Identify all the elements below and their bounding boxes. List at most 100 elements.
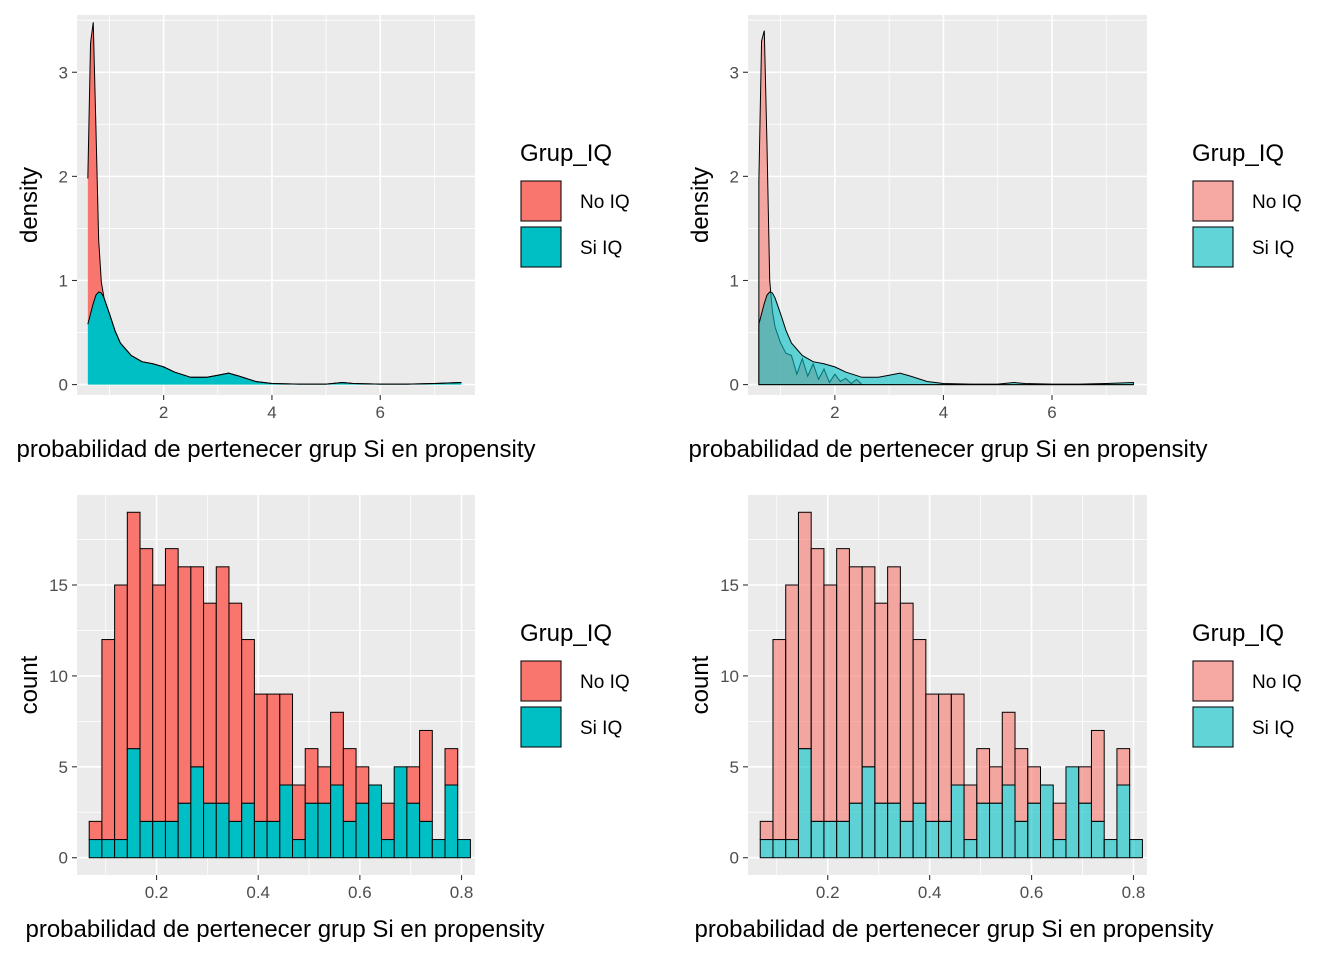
legend-swatch-no-iq <box>520 660 562 702</box>
bar-si-iq <box>431 839 446 859</box>
bar-no-iq <box>139 548 154 822</box>
legend-title: Grup_IQ <box>520 140 612 167</box>
bar-si-iq <box>759 839 774 859</box>
bar-no-iq <box>950 693 965 786</box>
bar-si-iq <box>1039 784 1054 859</box>
bar-no-iq <box>836 548 850 822</box>
bar-no-iq <box>963 784 978 841</box>
panel-background <box>748 15 1147 395</box>
bar-si-iq <box>139 820 154 859</box>
bar-no-iq <box>266 693 281 822</box>
bar-no-iq <box>317 766 332 804</box>
plot-1: 2 4 6 0 1 2 3 probabilidad de pertenecer grup S… <box>16 15 630 463</box>
bar-si-iq <box>848 802 863 859</box>
bar-si-iq <box>266 820 281 859</box>
y-tick-label: 1 <box>59 271 68 290</box>
legend-label: Si IQ <box>580 718 622 739</box>
legend: Grup_IQ No IQ Si IQ <box>1192 620 1302 748</box>
x-tick-label: 2 <box>830 403 839 422</box>
legend-swatch-si-iq <box>520 226 562 268</box>
bar-no-iq <box>797 511 812 750</box>
legend-swatch-no-iq <box>520 180 562 222</box>
bar-si-iq <box>938 820 952 859</box>
x-tick-label: 0.6 <box>348 883 372 902</box>
bar-si-iq <box>976 802 991 859</box>
y-tick-label: 0 <box>730 376 739 395</box>
x-tick-label: 4 <box>267 403 276 422</box>
bar-no-iq <box>810 548 825 822</box>
bar-no-iq <box>253 693 268 822</box>
bar-si-iq <box>304 802 319 859</box>
bar-si-iq <box>177 802 192 859</box>
legend-title: Grup_IQ <box>520 620 612 647</box>
legend-label: Si IQ <box>1252 718 1294 739</box>
bar-si-iq <box>1078 802 1092 859</box>
y-tick-label: 2 <box>59 167 68 186</box>
bar-si-iq <box>861 766 876 859</box>
bar-si-iq <box>241 802 255 859</box>
bar-si-iq <box>152 820 166 859</box>
bar-no-iq <box>330 711 344 786</box>
bar-si-iq <box>114 839 128 859</box>
legend-label: No IQ <box>580 192 630 213</box>
y-tick-label: 2 <box>730 167 739 186</box>
outline-si-iq <box>87 291 462 385</box>
bar-si-iq <box>190 766 205 859</box>
x-axis-label: probabilidad de pertenecer grup Si en pr… <box>694 916 1213 943</box>
x-tick-label: 0.6 <box>1020 883 1044 902</box>
bar-si-iq <box>330 784 344 859</box>
bar-si-iq <box>963 839 978 859</box>
bar-no-iq <box>925 693 940 822</box>
legend-swatch-no-iq <box>1192 180 1234 222</box>
bar-si-iq <box>785 839 799 859</box>
bar-no-iq <box>1001 711 1016 786</box>
bar-si-iq <box>342 820 357 859</box>
bar-no-iq <box>938 693 952 822</box>
bar-si-iq <box>1129 839 1143 859</box>
bar-no-iq <box>304 748 319 804</box>
y-tick-label: 0 <box>59 376 68 395</box>
x-tick-label: 6 <box>1047 403 1056 422</box>
x-tick-label: 0.4 <box>246 883 270 902</box>
bar-no-iq <box>874 602 889 804</box>
legend: Grup_IQ No IQ Si IQ <box>1192 140 1302 268</box>
legend: Grup_IQ No IQ Si IQ <box>520 140 630 268</box>
bar-no-iq <box>785 584 799 841</box>
bar-si-iq <box>1103 839 1118 859</box>
bar-si-iq <box>393 766 408 859</box>
bar-no-iq <box>88 820 103 841</box>
marks <box>758 30 1134 386</box>
bar-si-iq <box>836 820 850 859</box>
bar-si-iq <box>823 820 838 859</box>
x-axis-label: probabilidad de pertenecer grup Si en pr… <box>25 916 544 943</box>
bar-no-iq <box>355 766 370 804</box>
bar-si-iq <box>253 820 268 859</box>
legend-label: No IQ <box>1252 672 1302 693</box>
y-axis-label: count <box>687 655 714 714</box>
bar-no-iq <box>190 566 205 768</box>
plot-4: 0.2 0.4 0.6 0.8 0 5 10 15 probabilidad de perten… <box>687 495 1302 943</box>
y-axis-label: density <box>16 167 43 243</box>
bar-no-iq <box>419 729 433 822</box>
bar-no-iq <box>126 511 141 750</box>
bar-no-iq <box>152 584 166 822</box>
bar-no-iq <box>444 748 459 786</box>
bar-si-iq <box>292 839 306 859</box>
bar-si-iq <box>406 802 421 859</box>
bar-si-iq <box>925 820 940 859</box>
bar-no-iq <box>899 602 914 822</box>
legend-label: Si IQ <box>580 238 622 259</box>
y-tick-label: 5 <box>59 758 68 777</box>
plot-3: 0.2 0.4 0.6 0.8 0 5 10 15 probabilidad de perten… <box>16 495 630 943</box>
bar-si-iq <box>1065 766 1080 859</box>
y-tick-label: 1 <box>730 271 739 290</box>
legend-label: Si IQ <box>1252 238 1294 259</box>
bar-no-iq <box>976 748 991 804</box>
bar-no-iq <box>164 548 179 822</box>
legend-swatch-no-iq <box>1192 660 1234 702</box>
x-tick-label: 0.2 <box>145 883 169 902</box>
y-tick-label: 10 <box>720 667 739 686</box>
bar-no-iq <box>241 639 255 804</box>
bar-si-iq <box>279 784 294 859</box>
